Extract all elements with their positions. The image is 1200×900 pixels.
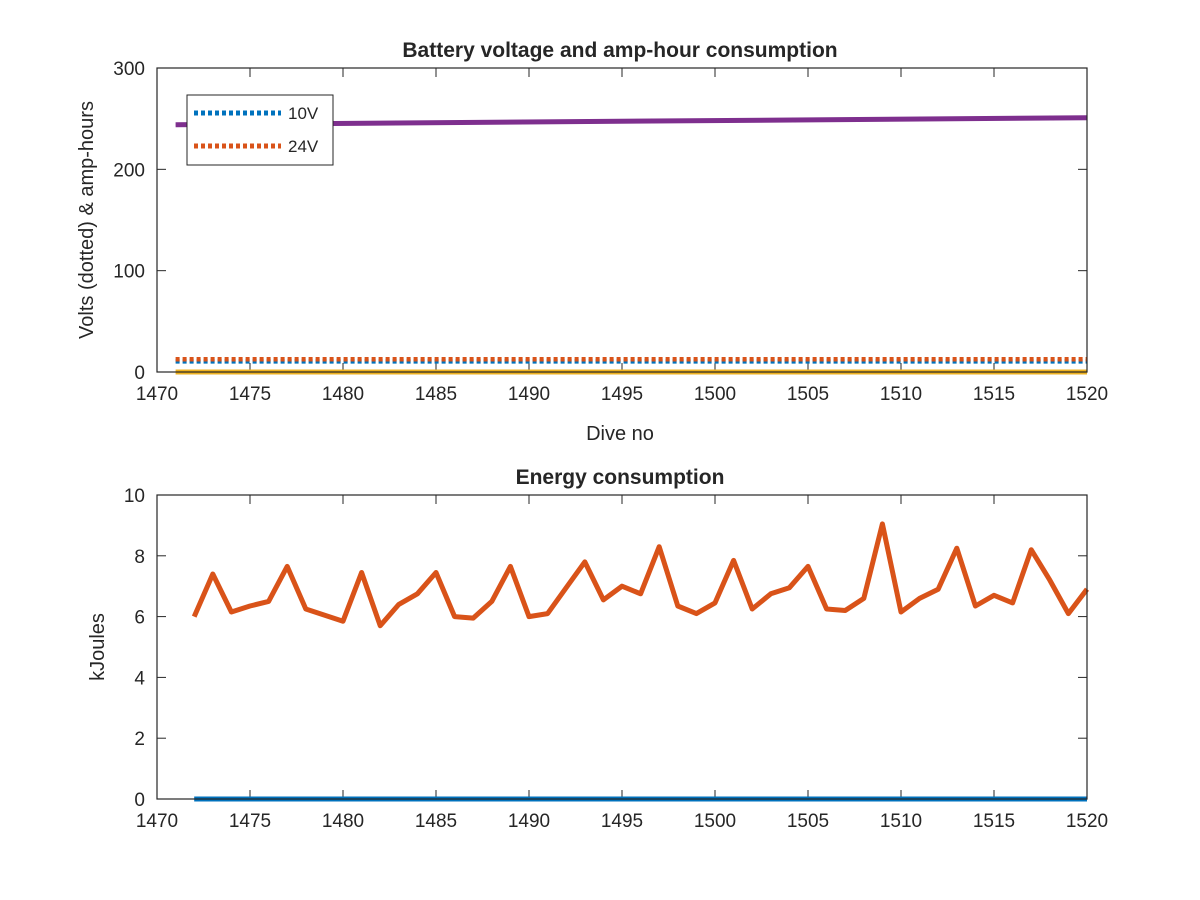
legend: 10V 24V — [186, 94, 334, 166]
x-tick-label: 1515 — [973, 384, 1015, 405]
y-tick-label: 0 — [134, 790, 145, 811]
x-tick-label: 1485 — [415, 811, 457, 832]
x-tick-label: 1495 — [601, 811, 643, 832]
subplot-energy: Energy consumption 1470 1475 1480 1485 1490 1… — [87, 466, 1108, 832]
x-tick-label: 1495 — [601, 384, 643, 405]
y-tick-label: 0 — [134, 363, 145, 384]
x-tick-label: 1490 — [508, 811, 550, 832]
chart-title: Energy consumption — [516, 466, 725, 489]
x-tick-label: 1520 — [1066, 811, 1108, 832]
y-tick-label: 100 — [113, 262, 145, 283]
y-axis-label: Volts (dotted) & amp-hours — [76, 101, 98, 339]
plot-area — [157, 495, 1087, 799]
x-tick-label: 1480 — [322, 811, 364, 832]
y-tick-label: 8 — [134, 547, 145, 568]
x-tick-label: 1515 — [973, 811, 1015, 832]
x-tick-label: 1500 — [694, 811, 736, 832]
x-tick-label: 1490 — [508, 384, 550, 405]
y-tick-label: 300 — [113, 59, 145, 80]
legend-label-24v: 24V — [288, 137, 319, 156]
legend-box — [186, 94, 334, 166]
subplot-battery: Battery voltage and amp-hour consumption… — [76, 39, 1108, 445]
axes-box — [156, 494, 1088, 800]
x-axis-label: Dive no — [586, 423, 654, 445]
x-tick-label: 1470 — [136, 384, 178, 405]
x-tick-label: 1470 — [136, 811, 178, 832]
x-tick-label: 1480 — [322, 384, 364, 405]
y-tick-label: 2 — [134, 729, 145, 750]
legend-label-10v: 10V — [288, 104, 319, 123]
x-tick-label: 1510 — [880, 384, 922, 405]
ticks-group: 1470 1475 1480 1485 1490 1495 1500 1505 1510 1515… — [113, 59, 1108, 405]
x-tick-label: 1505 — [787, 811, 829, 832]
axes-box — [156, 67, 1088, 373]
x-tick-label: 1505 — [787, 384, 829, 405]
x-tick-label: 1520 — [1066, 384, 1108, 405]
x-tick-label: 1510 — [880, 811, 922, 832]
x-tick-label: 1475 — [229, 384, 271, 405]
chart-title: Battery voltage and amp-hour consumption — [402, 39, 837, 62]
x-tick-label: 1500 — [694, 384, 736, 405]
y-axis-label: kJoules — [87, 613, 109, 681]
series-line-series-1 — [191, 521, 1089, 629]
x-tick-label: 1485 — [415, 384, 457, 405]
y-tick-label: 10 — [124, 486, 145, 507]
y-tick-label: 200 — [113, 160, 145, 181]
ticks-group: 1470 1475 1480 1485 1490 1495 1500 1505 1510 1515… — [124, 486, 1108, 832]
y-tick-label: 4 — [134, 668, 145, 689]
y-tick-label: 6 — [134, 608, 145, 629]
x-tick-label: 1475 — [229, 811, 271, 832]
